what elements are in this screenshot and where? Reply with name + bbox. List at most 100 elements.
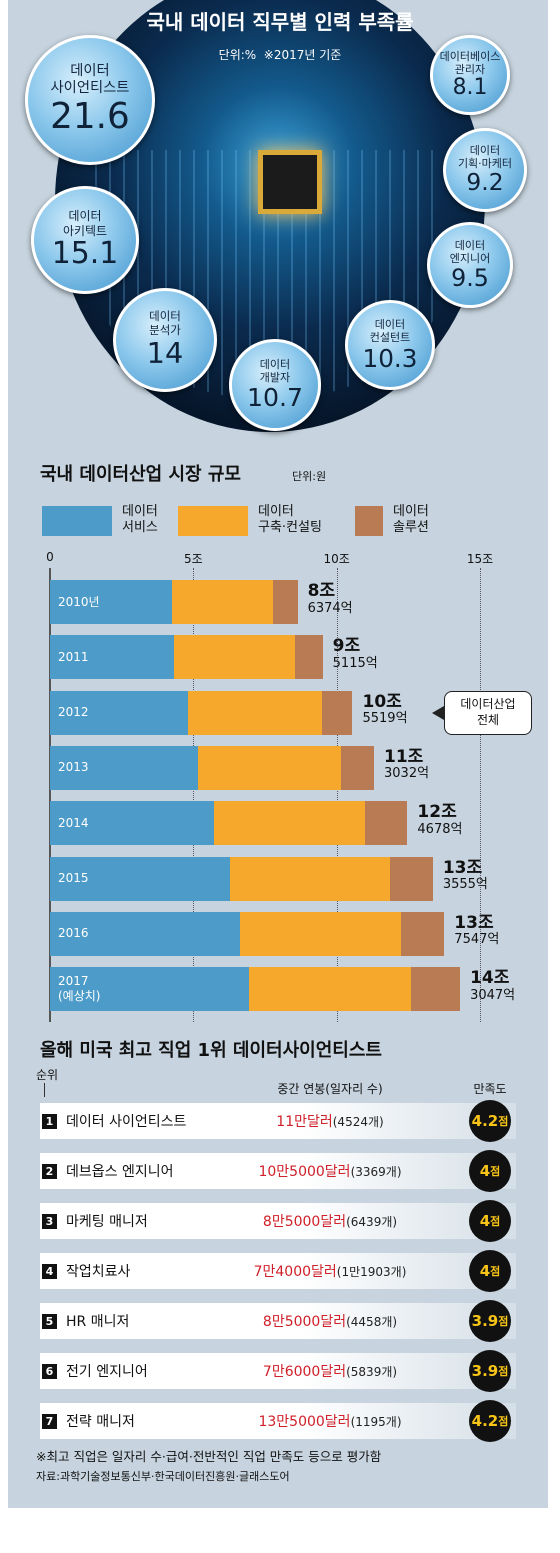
bar-segment bbox=[401, 911, 445, 956]
total-label: 14조 3047억 bbox=[470, 968, 516, 1003]
score-unit: 점 bbox=[498, 1115, 509, 1128]
rank: 1 bbox=[42, 1114, 57, 1129]
header-score: 만족도 bbox=[473, 1082, 507, 1096]
header-rank: 순위 bbox=[36, 1068, 59, 1082]
bubble-value: 15.1 bbox=[51, 235, 119, 271]
legend-swatch bbox=[355, 506, 383, 536]
bar-segment bbox=[50, 580, 172, 624]
bar-segment bbox=[294, 635, 323, 680]
score-unit: 점 bbox=[498, 1365, 509, 1378]
score-badge: 3.9 점 bbox=[469, 1300, 511, 1342]
rank: 5 bbox=[42, 1314, 57, 1329]
score-unit: 점 bbox=[498, 1315, 509, 1328]
score: 4.2 bbox=[471, 1412, 499, 1430]
job: 데이터 사이언티스트 bbox=[66, 1114, 187, 1130]
bubble-label: 데이터 사이언티스트 bbox=[50, 63, 130, 97]
total-label: 10조 5519억 bbox=[362, 691, 408, 727]
legend-swatch bbox=[42, 506, 112, 536]
legend-swatch bbox=[178, 506, 248, 536]
bubble-value: 14 bbox=[146, 335, 184, 370]
category-label: 2010년 bbox=[58, 594, 100, 609]
job-count: (6439개) bbox=[346, 1214, 398, 1229]
bar-segment bbox=[173, 635, 295, 680]
row-band bbox=[40, 1153, 516, 1189]
job-count: (1195개) bbox=[350, 1414, 402, 1429]
score: 4.2 bbox=[471, 1112, 499, 1130]
callout: 데이터산업 전체 bbox=[444, 690, 532, 735]
bubble: 데이터 사이언티스트 21.6 bbox=[24, 34, 156, 166]
bar-segment bbox=[340, 745, 374, 790]
job: 마케팅 매니저 bbox=[66, 1214, 148, 1230]
bar-segment bbox=[411, 967, 460, 1012]
bubble-label: 데이터베이스 관리자 bbox=[439, 49, 501, 76]
bar-segment bbox=[389, 856, 433, 901]
total-label: 8조 6374억 bbox=[307, 581, 353, 616]
salary-cell: 8만5000달러 (4458개) bbox=[200, 1303, 460, 1339]
bubble: 데이터 엔지니어 9.5 bbox=[426, 221, 514, 309]
job-count: (4458개) bbox=[346, 1314, 398, 1329]
bar-segment bbox=[197, 745, 341, 790]
job-count: (3369개) bbox=[350, 1164, 402, 1179]
score: 3.9 bbox=[471, 1362, 499, 1380]
bubble-value: 10.3 bbox=[362, 343, 418, 373]
bubble-label: 데이터 개발자 bbox=[259, 357, 291, 385]
bar-segment bbox=[50, 690, 188, 735]
score: 4 bbox=[479, 1212, 491, 1230]
salary: 13만5000달러 bbox=[258, 1414, 351, 1430]
salary: 8만5000달러 bbox=[262, 1314, 347, 1330]
job: 전기 엔지니어 bbox=[66, 1364, 148, 1380]
rank: 6 bbox=[42, 1364, 57, 1379]
salary: 10만5000달러 bbox=[258, 1164, 351, 1180]
total-label: 9조 5115억 bbox=[332, 636, 378, 671]
job-count: (1만1903개) bbox=[336, 1264, 407, 1279]
salary: 8만5000달러 bbox=[262, 1214, 347, 1230]
grid-line bbox=[336, 568, 338, 1022]
category-label: 2011 bbox=[58, 649, 89, 664]
bar-segment bbox=[50, 911, 240, 956]
bubble: 데이터 개발자 10.7 bbox=[229, 339, 321, 431]
category-label: 2012 bbox=[58, 705, 89, 720]
salary: 11만달러 bbox=[276, 1114, 333, 1130]
score: 4 bbox=[479, 1162, 491, 1180]
footnote: ※최고 직업은 일자리 수·급여·전반적인 직업 만족도 등으로 평가함 bbox=[36, 1449, 382, 1464]
score-unit: 점 bbox=[498, 1415, 509, 1428]
bar-segment bbox=[171, 580, 273, 624]
total-label: 13조 7547억 bbox=[454, 912, 500, 948]
job-count: (4524개) bbox=[332, 1114, 384, 1129]
row-band bbox=[40, 1303, 516, 1339]
score-unit: 점 bbox=[490, 1165, 501, 1178]
total-label: 13조 3555억 bbox=[442, 857, 488, 893]
salary: 7만6000달러 bbox=[262, 1364, 347, 1380]
bar-segment bbox=[50, 856, 230, 901]
salary-cell: 7만4000달러 (1만1903개) bbox=[200, 1253, 460, 1289]
total-label: 11조 3032억 bbox=[384, 746, 430, 782]
row-band bbox=[40, 1403, 516, 1439]
bubble-label: 데이터 아키텍트 bbox=[62, 209, 107, 238]
salary-cell: 8만5000달러 (6439개) bbox=[200, 1203, 460, 1239]
x-tick-label: 0 bbox=[46, 550, 54, 564]
bar-segment bbox=[213, 801, 365, 846]
chart-title: 국내 데이터 직무별 인력 부족률 bbox=[146, 10, 414, 34]
bar-segment bbox=[321, 690, 353, 735]
bar-segment bbox=[187, 690, 322, 735]
bar-segment bbox=[248, 967, 412, 1012]
category-label: 2015 bbox=[58, 871, 89, 885]
rank: 2 bbox=[42, 1164, 57, 1179]
bubble: 데이터 기획·마케터 9.2 bbox=[442, 127, 528, 213]
category-label: 2014 bbox=[58, 815, 89, 830]
total-label: 12조 4678억 bbox=[417, 802, 463, 837]
bubble-value: 8.1 bbox=[452, 75, 488, 101]
category-label: 2013 bbox=[58, 760, 89, 775]
salary-cell: 7만6000달러 (5839개) bbox=[200, 1353, 460, 1389]
bubble-label: 데이터 컨설턴트 bbox=[369, 318, 411, 345]
category-label: 2017 (예상치) bbox=[58, 974, 101, 1004]
grid-line bbox=[193, 568, 195, 1022]
x-tick-label: 5조 bbox=[183, 552, 203, 566]
rank: 7 bbox=[42, 1414, 57, 1429]
source: 자료:과학기술정보통신부·한국데이터진흥원·글래스도어 bbox=[36, 1470, 290, 1483]
table-title: 올해 미국 최고 직업 1위 데이터사이언티스트 bbox=[40, 1040, 382, 1061]
job: 데브옵스 엔지니어 bbox=[66, 1164, 174, 1180]
